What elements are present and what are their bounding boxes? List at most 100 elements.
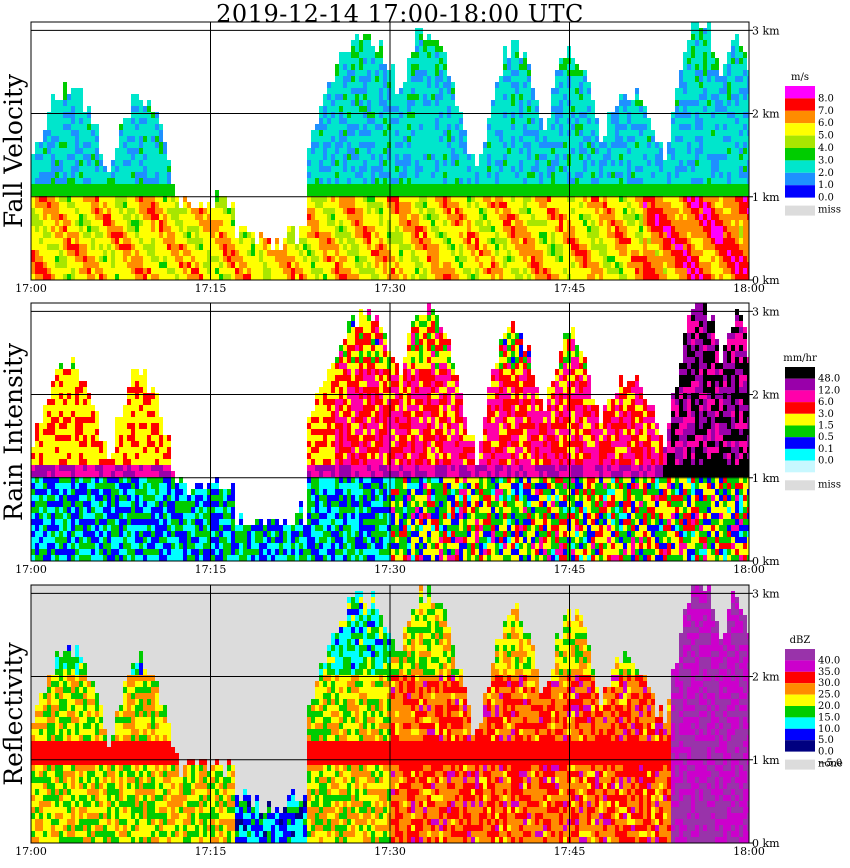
colorbar-label: 5.0 — [818, 131, 834, 142]
colorbar-swatch — [785, 367, 815, 379]
colorbar-label: 0.1 — [818, 444, 834, 455]
y-tick-label: 0 km — [752, 274, 780, 287]
colorbar-label: 0.0 — [818, 456, 834, 467]
x-tick-label: 17:45 — [554, 282, 586, 295]
colorbar-label: 35.0 — [818, 667, 840, 678]
colorbar-swatch — [785, 649, 815, 661]
colorbar-label: 3.0 — [818, 409, 834, 420]
colorbar-swatch — [785, 172, 815, 186]
colorbar-unit: mm/hr — [783, 353, 817, 364]
plot-frame — [30, 302, 750, 562]
missing-swatch — [785, 205, 815, 216]
colorbar-swatch — [785, 460, 815, 473]
panel-2: 17:00 17:15 17:30 17:45 18:000 km 1 km 2 km 3 k… — [0, 302, 841, 576]
x-tick-label: 17:30 — [374, 282, 406, 295]
colorbar-label: 25.0 — [818, 690, 840, 701]
y-tick-label: 2 km — [752, 389, 780, 402]
colorbar-label: 40.0 — [818, 655, 840, 666]
y-tick-label: 2 km — [752, 671, 780, 684]
colorbar-swatch — [785, 413, 815, 426]
colorbar-swatch — [785, 671, 815, 684]
panel-title: Fall Velocity — [0, 73, 28, 228]
colorbar-label: 3.0 — [818, 155, 834, 166]
colorbar-swatch — [785, 740, 815, 752]
colorbar-swatch — [785, 390, 815, 403]
colorbar-label: 6.0 — [818, 397, 834, 408]
colorbar-unit: m/s — [791, 72, 809, 83]
panel-3: 17:00 17:15 17:30 17:45 18:000 km 1 km 2 km 3 k… — [0, 584, 843, 858]
colorbar-swatch — [785, 717, 815, 729]
colorbar-label: 30.0 — [818, 678, 840, 689]
colorbar-label: 48.0 — [818, 374, 840, 385]
colorbar-swatch — [785, 660, 815, 672]
colorbar-label: 0.0 — [818, 193, 834, 204]
y-tick-label: 3 km — [752, 24, 780, 37]
colorbar-label: 4.0 — [818, 143, 834, 154]
y-tick-label: 1 km — [752, 472, 780, 485]
missing-label: miss — [818, 205, 841, 216]
x-tick-label: 18:00 — [733, 282, 765, 295]
x-tick-label: 17:45 — [554, 563, 586, 576]
y-tick-label: 0 km — [752, 837, 780, 850]
colorbar-label: 20.0 — [818, 701, 840, 712]
colorbar-swatch — [785, 706, 815, 718]
x-tick-label: 18:00 — [733, 563, 765, 576]
colorbar-swatch — [785, 123, 815, 136]
colorbar-swatch — [785, 135, 815, 148]
plot-frame — [30, 21, 750, 281]
radar-field — [31, 22, 749, 280]
colorbar-swatch — [785, 694, 815, 706]
x-tick-label: 17:45 — [554, 845, 586, 858]
x-tick-label: 17:00 — [15, 845, 47, 858]
colorbar-label: 2.0 — [818, 168, 834, 179]
colorbar-label: 12.0 — [818, 385, 840, 396]
colorbar-label: 15.0 — [818, 712, 840, 723]
radar-field — [31, 303, 749, 561]
missing-swatch — [785, 759, 815, 770]
colorbar-label: 0.0 — [818, 747, 834, 758]
colorbar-swatch — [785, 185, 815, 198]
panel-1: 17:00 17:15 17:30 17:45 18:000 km 1 km 2 km 3 k… — [0, 21, 841, 295]
missing-swatch — [785, 480, 815, 491]
y-tick-label: 1 km — [752, 754, 780, 767]
y-tick-label: 0 km — [752, 555, 780, 568]
colorbar-swatch — [785, 86, 815, 99]
colorbar-label: 8.0 — [818, 93, 834, 104]
colorbar-label: 6.0 — [818, 118, 834, 129]
colorbar-swatch — [785, 110, 815, 124]
y-tick-label: 1 km — [752, 191, 780, 204]
colorbar-swatch — [785, 448, 815, 461]
colorbar-unit: dBZ — [790, 635, 811, 646]
x-tick-label: 17:30 — [374, 563, 406, 576]
colorbar-label: 10.0 — [818, 724, 840, 735]
x-tick-label: 17:30 — [374, 845, 406, 858]
x-tick-label: 17:00 — [15, 282, 47, 295]
missing-label: none — [818, 759, 843, 770]
colorbar-swatch — [785, 98, 815, 111]
y-tick-label: 2 km — [752, 108, 780, 121]
x-tick-label: 18:00 — [733, 845, 765, 858]
colorbar-swatch — [785, 683, 815, 695]
panel-title: Reflectivity — [0, 641, 28, 785]
missing-label: miss — [818, 479, 841, 490]
colorbar-swatch — [785, 378, 815, 391]
colorbar-swatch — [785, 402, 815, 414]
y-tick-label: 3 km — [752, 305, 780, 318]
colorbar-label: −5.0 — [818, 758, 842, 769]
colorbar-label: 7.0 — [818, 106, 834, 117]
plot-frame — [30, 584, 750, 844]
x-tick-label: 17:15 — [195, 845, 227, 858]
colorbar-swatch — [785, 728, 815, 741]
radar-field — [31, 585, 749, 843]
x-tick-label: 17:00 — [15, 563, 47, 576]
colorbar-label: 5.0 — [818, 735, 834, 746]
colorbar-label: 0.5 — [818, 432, 834, 443]
colorbar-label: 1.5 — [818, 421, 834, 432]
colorbar-swatch — [785, 437, 815, 449]
colorbar-swatch — [785, 148, 815, 161]
x-tick-label: 17:15 — [195, 563, 227, 576]
colorbar-swatch — [785, 160, 815, 173]
colorbar-swatch — [785, 425, 815, 438]
colorbar-label: 1.0 — [818, 180, 834, 191]
